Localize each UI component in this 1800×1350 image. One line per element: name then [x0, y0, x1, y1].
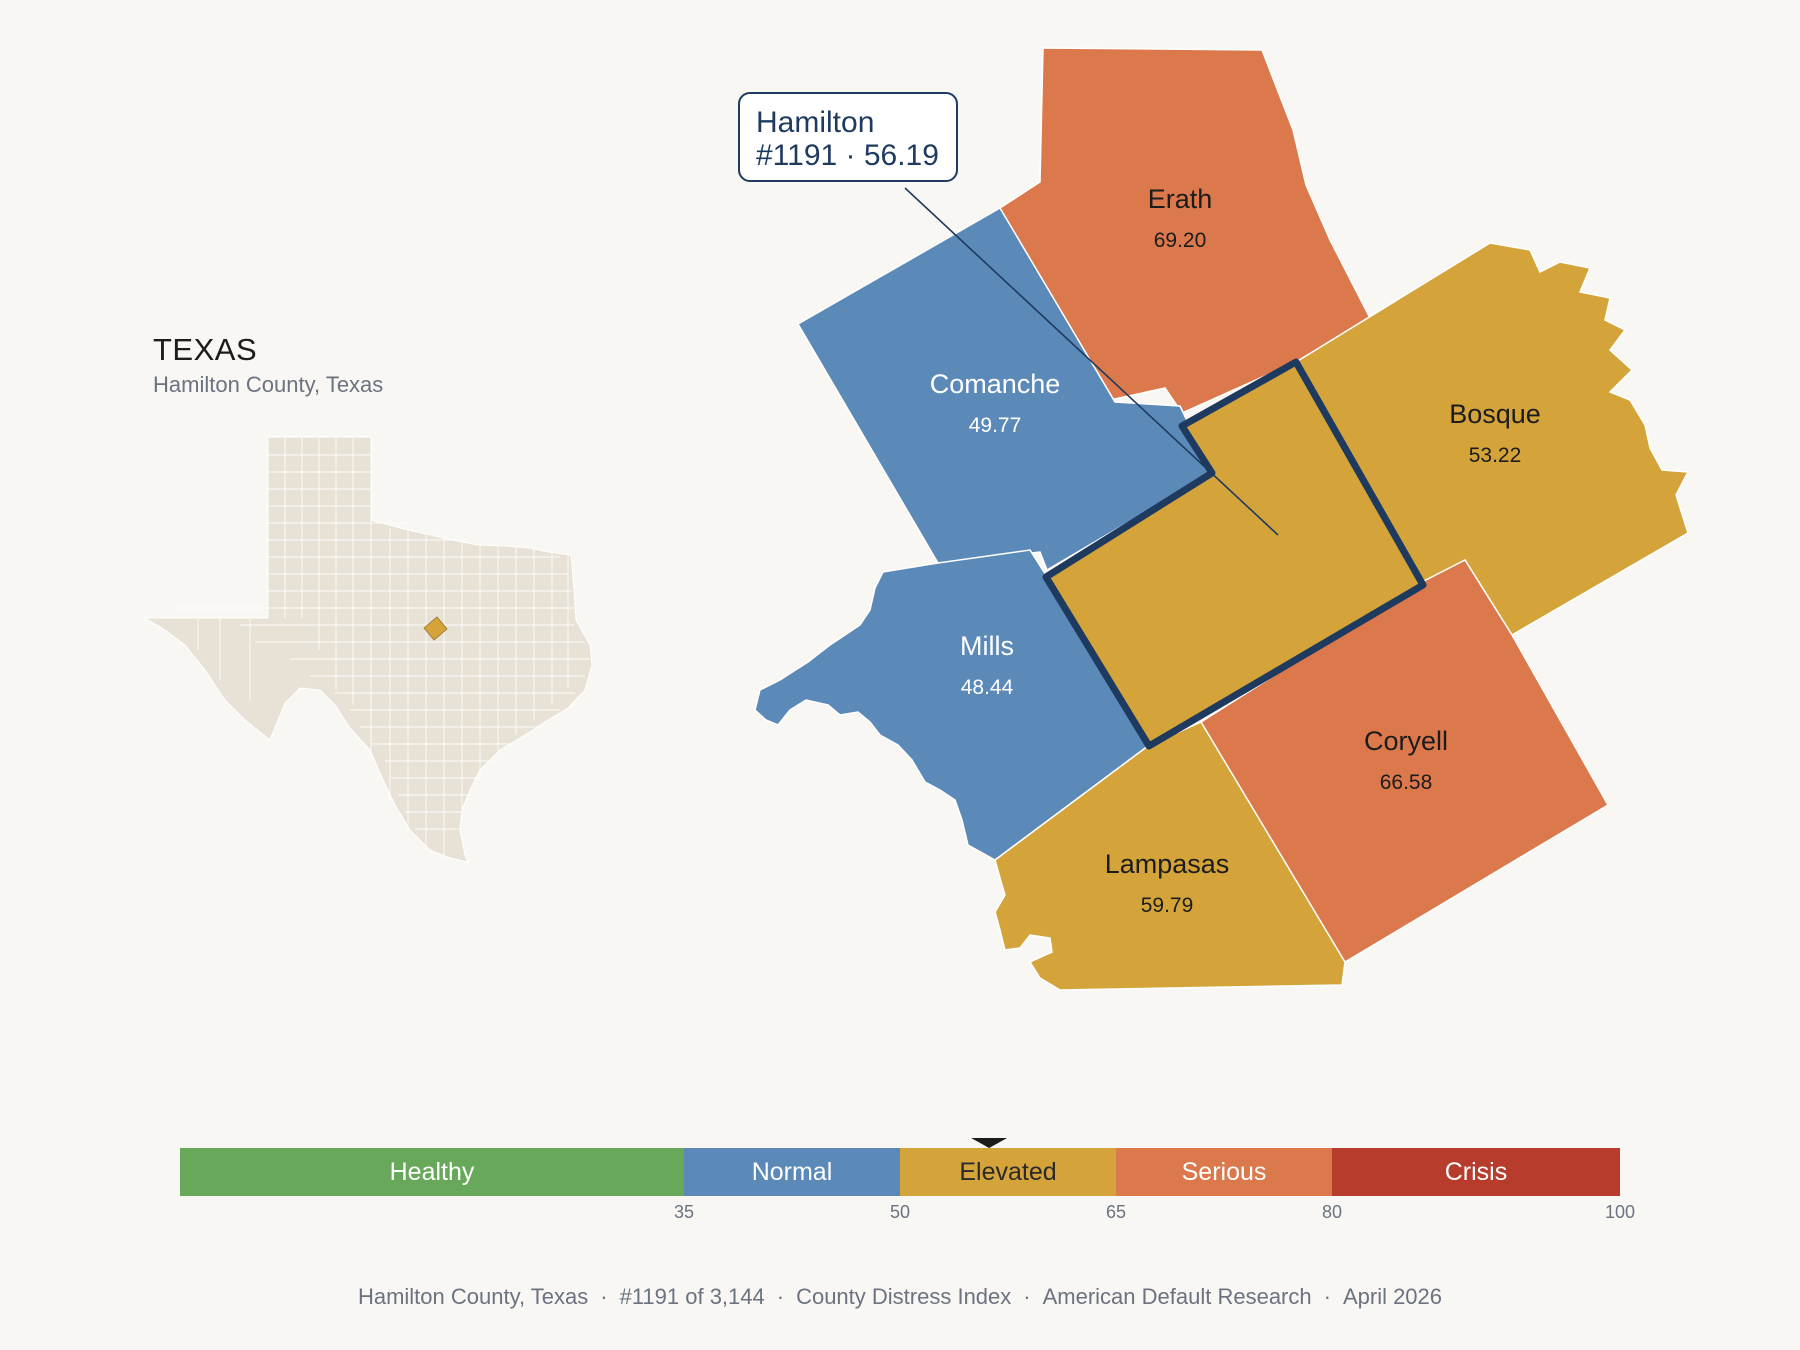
- county-shapes: [754, 47, 1690, 991]
- texas-state-shape: [143, 436, 593, 863]
- county-bosque: [1294, 242, 1690, 637]
- legend-ticks: 35 50 65 80 100: [674, 1202, 1635, 1222]
- footer-index: County Distress Index: [796, 1284, 1012, 1309]
- footer-source: American Default Research: [1042, 1284, 1312, 1309]
- legend-band-crisis: [1332, 1148, 1620, 1196]
- county-label-comanche: Comanche: [930, 369, 1061, 399]
- legend-band-healthy: [180, 1148, 684, 1196]
- footer-rank: #1191 of 3,144: [619, 1284, 765, 1309]
- state-subtitle: Hamilton County, Texas: [153, 372, 384, 397]
- legend-band-label-elevated: Elevated: [959, 1158, 1056, 1186]
- legend-band-label-crisis: Crisis: [1445, 1158, 1508, 1186]
- county-value-lampasas: 59.79: [1141, 894, 1194, 917]
- legend-tick-35: 35: [674, 1202, 694, 1222]
- legend-band-elevated: [900, 1148, 1116, 1196]
- legend-tick-50: 50: [890, 1202, 910, 1222]
- county-lampasas: [994, 721, 1346, 991]
- callout-name: Hamilton: [756, 106, 875, 139]
- county-value-coryell: 66.58: [1380, 771, 1433, 794]
- county-value-erath: 69.20: [1154, 229, 1207, 252]
- legend: Healthy Normal Elevated Serious Crisis 35 50 6…: [180, 1138, 1635, 1222]
- legend-band-label-healthy: Healthy: [390, 1158, 475, 1186]
- footer-date: April 2026: [1342, 1284, 1443, 1309]
- callout-leader-line: [904, 187, 1279, 536]
- texas-hamilton-marker: [423, 616, 448, 641]
- legend-band-label-serious: Serious: [1182, 1158, 1267, 1186]
- footer-separator: ·: [600, 1284, 608, 1309]
- county-labels: Erath 69.20 Comanche 49.77 Bosque 53.22 Mills 4…: [930, 184, 1541, 917]
- hamilton-callout: Hamilton #1191 · 56.19: [738, 92, 958, 182]
- footer: Hamilton County, Texas · #1191 of 3,144 · Co…: [0, 1284, 1800, 1310]
- county-label-lampasas: Lampasas: [1105, 849, 1230, 879]
- county-label-bosque: Bosque: [1449, 399, 1541, 429]
- footer-separator: ·: [776, 1284, 785, 1309]
- legend-band-normal: [684, 1148, 900, 1196]
- legend-marker-triangle: [971, 1138, 1008, 1148]
- legend-band-label-normal: Normal: [752, 1158, 833, 1186]
- footer-county: Hamilton County, Texas: [357, 1284, 589, 1309]
- county-label-coryell: Coryell: [1364, 726, 1448, 756]
- callout-detail: #1191 · 56.19: [756, 139, 939, 172]
- footer-separator: ·: [1323, 1284, 1331, 1309]
- texas-inset: [143, 436, 593, 863]
- footer-separator: ·: [1023, 1284, 1031, 1309]
- legend-band-serious: [1116, 1148, 1332, 1196]
- county-value-bosque: 53.22: [1469, 444, 1522, 467]
- texas-county-grid: [175, 437, 590, 858]
- legend-tick-65: 65: [1106, 1202, 1126, 1222]
- county-label-mills: Mills: [960, 631, 1014, 661]
- county-label-erath: Erath: [1148, 184, 1213, 214]
- county-value-mills: 48.44: [961, 676, 1014, 699]
- legend-tick-80: 80: [1322, 1202, 1342, 1222]
- state-title: TEXAS: [153, 332, 258, 367]
- county-value-comanche: 49.77: [969, 414, 1022, 437]
- legend-tick-100: 100: [1605, 1202, 1635, 1222]
- legend-bands: Healthy Normal Elevated Serious Crisis: [180, 1148, 1620, 1196]
